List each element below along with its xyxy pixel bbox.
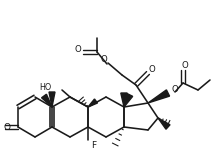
Text: O: O — [149, 66, 155, 74]
Polygon shape — [124, 94, 133, 107]
Polygon shape — [88, 99, 98, 107]
Text: O: O — [75, 45, 81, 55]
Polygon shape — [158, 118, 170, 129]
Polygon shape — [42, 94, 52, 107]
Text: O: O — [101, 55, 107, 64]
Polygon shape — [49, 92, 55, 107]
Text: O: O — [3, 123, 10, 131]
Text: O: O — [172, 85, 179, 93]
Text: HO: HO — [40, 83, 52, 92]
Text: F: F — [91, 140, 96, 150]
Text: O: O — [182, 60, 188, 69]
Polygon shape — [148, 90, 170, 103]
Polygon shape — [121, 93, 127, 107]
